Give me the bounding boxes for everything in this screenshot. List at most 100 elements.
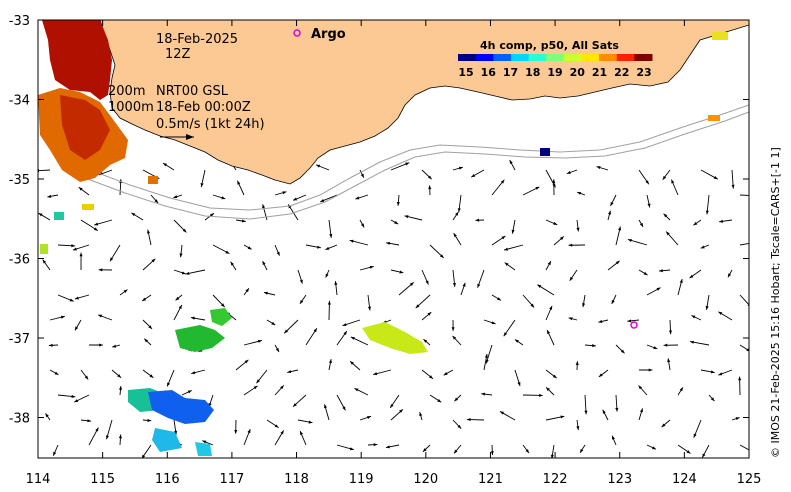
- colorbar-segment: [528, 54, 547, 61]
- current-vector-head: [453, 233, 457, 238]
- current-vector-head: [718, 311, 723, 316]
- current-vector-head: [656, 287, 661, 291]
- current-vector-head: [428, 185, 432, 190]
- sst-patch-green-small: [210, 308, 232, 326]
- current-vector-head: [247, 246, 252, 250]
- current-vector-head: [552, 374, 557, 379]
- current-vector-head: [457, 424, 462, 429]
- y-tick-label: -38: [9, 412, 30, 427]
- current-vector-head: [618, 226, 622, 231]
- current-vector-head: [399, 270, 404, 274]
- current-vector-head: [274, 424, 279, 428]
- colorbar-tick-label: 17: [503, 66, 518, 79]
- current-vector-head: [394, 220, 399, 225]
- argo-legend-icon: [293, 29, 301, 37]
- current-vector-head: [263, 291, 268, 295]
- x-tick-label: 120: [413, 472, 438, 487]
- current-vector-head: [60, 315, 65, 319]
- current-vector-head: [148, 325, 153, 329]
- current-vector-head: [552, 179, 556, 184]
- current-vector-head: [210, 213, 214, 217]
- current-vector-head: [592, 344, 596, 348]
- current-vector-head: [409, 282, 414, 286]
- current-vector-head: [596, 166, 601, 170]
- current-vector-head: [87, 419, 92, 423]
- current-vector-head: [546, 387, 550, 392]
- current-vector-head: [475, 218, 480, 222]
- current-vector-head: [667, 358, 671, 363]
- current-vector-head: [342, 406, 346, 411]
- sst-patch-lightblue-2: [195, 442, 212, 456]
- x-tick-label: 116: [155, 472, 180, 487]
- sst-patch-small-yellow: [82, 204, 94, 210]
- current-vector-head: [559, 236, 564, 241]
- current-vector-head: [645, 180, 649, 185]
- current-vector-head: [517, 381, 521, 386]
- current-vector-head: [45, 413, 49, 418]
- sst-patch-yellow: [362, 322, 428, 354]
- current-vector-head: [355, 196, 360, 200]
- current-vector-head: [99, 343, 103, 347]
- current-vector-head: [220, 303, 225, 308]
- current-vector-head: [78, 187, 83, 191]
- sst-patch-green-37: [175, 325, 225, 352]
- current-vector-head: [74, 326, 79, 331]
- current-vector-head: [325, 273, 329, 278]
- contour-200m-label: 200m: [108, 84, 145, 99]
- current-vector-head: [262, 204, 266, 209]
- current-vector-head: [149, 374, 154, 378]
- current-vector-head: [615, 407, 619, 412]
- product-date-label: 18-Feb 00:00Z: [156, 100, 251, 115]
- current-vector-head: [373, 372, 378, 376]
- argo-legend-label: Argo: [311, 27, 346, 42]
- current-vector-head: [547, 261, 551, 266]
- current-vector-head: [84, 375, 89, 380]
- current-vector-head: [638, 385, 643, 390]
- current-vector-head: [151, 258, 156, 263]
- current-vector-head: [643, 271, 648, 276]
- colorbar-tick-label: 23: [636, 66, 651, 79]
- current-vector-head: [202, 440, 207, 444]
- x-tick-label: 115: [90, 472, 115, 487]
- current-vector-head: [731, 184, 735, 189]
- current-vector-head: [284, 329, 289, 334]
- current-vector-head: [504, 262, 509, 266]
- current-vector-head: [94, 222, 99, 226]
- current-vector-head: [511, 229, 515, 234]
- current-vector-head: [327, 300, 331, 305]
- product-label: NRT00 GSL: [156, 84, 229, 99]
- current-vector-head: [566, 170, 571, 174]
- x-axis: 114 115 116 117 118 119 120 121 122 123 124 125: [26, 20, 761, 487]
- current-vector-head: [369, 265, 374, 269]
- current-vectors: [38, 159, 749, 458]
- current-vector-head: [514, 339, 519, 343]
- current-vector-head: [452, 335, 457, 340]
- sst-patch-small-teal: [54, 212, 64, 220]
- argo-float-marker: [630, 321, 638, 329]
- current-vector-head: [47, 194, 52, 198]
- current-vector-head: [349, 447, 354, 451]
- current-vector-head: [287, 370, 292, 374]
- current-vector-head: [663, 343, 668, 347]
- current-vector-head: [647, 203, 651, 208]
- contour-200m: [89, 104, 749, 211]
- current-vector-head: [702, 453, 706, 458]
- y-tick-label: -37: [9, 332, 30, 347]
- current-vector-head: [308, 420, 313, 424]
- current-vector-head: [247, 429, 251, 434]
- current-vector-head: [167, 382, 171, 387]
- current-vector-head: [666, 231, 670, 236]
- current-vector-head: [118, 386, 123, 390]
- sst-patch-small-green: [40, 244, 48, 254]
- scale-arrow: [160, 134, 194, 140]
- current-vector-head: [500, 179, 505, 184]
- current-vector: [739, 444, 749, 451]
- colorbar-segment: [616, 54, 635, 61]
- colorbar-tick-label: 21: [592, 66, 607, 79]
- current-vector-head: [241, 219, 246, 223]
- current-vector-head: [422, 448, 427, 452]
- contour-1000m-label: 1000m: [108, 100, 154, 115]
- current-vector-head: [320, 198, 325, 202]
- current-vector-head: [221, 196, 226, 200]
- current-vector-head: [271, 321, 276, 326]
